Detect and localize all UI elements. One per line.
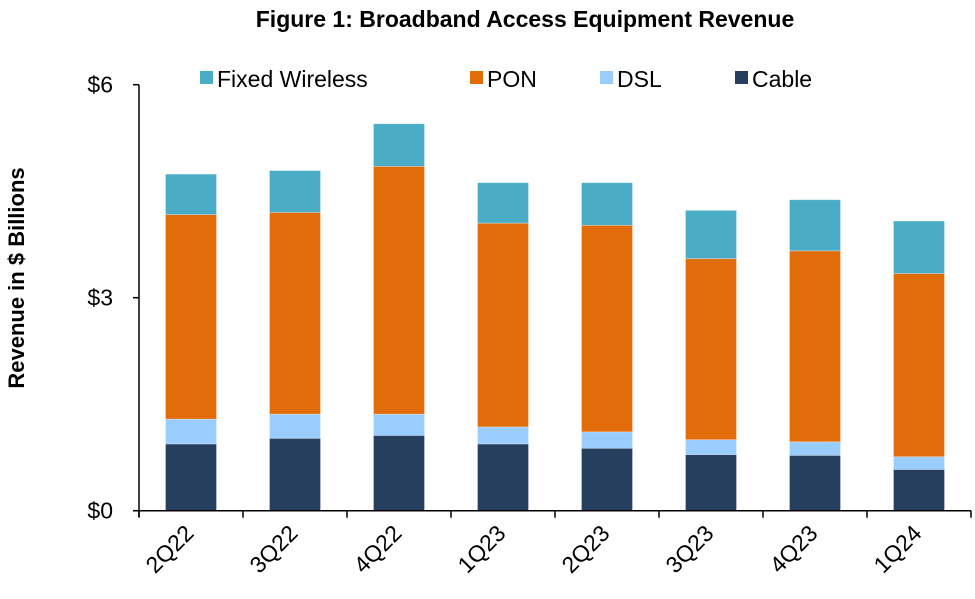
bar-pon-1q24	[893, 273, 945, 458]
bar-pon-3q23	[685, 258, 737, 441]
bar-cable-1q23	[477, 443, 529, 512]
bar-dsl-1q23	[477, 426, 529, 445]
bar-fixed-wireless-4q22	[373, 123, 425, 167]
bars	[165, 123, 945, 512]
legend-item-cable: Cable	[735, 66, 812, 92]
legend: Fixed Wireless PON DSL Cable	[200, 66, 812, 92]
bar-cable-4q23	[789, 454, 841, 512]
legend-item-dsl: DSL	[600, 66, 662, 92]
y-axis-title: Revenue in $ Billions	[4, 167, 29, 388]
y-tick-label: $6	[87, 72, 113, 98]
bar-pon-1q23	[477, 222, 529, 428]
bar-dsl-4q22	[373, 413, 425, 436]
bar-pon-3q22	[269, 212, 321, 415]
y-tick-labels: $0 $3 $6	[87, 72, 113, 524]
bar-dsl-3q23	[685, 439, 737, 456]
bar-fixed-wireless-3q23	[685, 209, 737, 260]
legend-label: Cable	[752, 66, 812, 92]
legend-swatch	[600, 71, 613, 84]
bar-pon-4q22	[373, 165, 425, 415]
bar-dsl-2q22	[165, 418, 217, 445]
x-tick-label: 2Q22	[140, 520, 198, 578]
x-tick-label: 3Q22	[244, 520, 302, 578]
x-tick-label: 1Q23	[452, 520, 510, 578]
x-tick-label: 1Q24	[868, 520, 926, 578]
bar-pon-2q23	[581, 224, 633, 433]
bar-cable-4q22	[373, 435, 425, 512]
legend-swatch	[200, 71, 213, 84]
x-tick-label: 2Q23	[556, 520, 614, 578]
bar-fixed-wireless-1q23	[477, 182, 529, 224]
bar-cable-3q23	[685, 454, 737, 512]
bar-fixed-wireless-2q22	[165, 173, 217, 216]
legend-swatch	[470, 71, 483, 84]
bar-cable-2q22	[165, 443, 217, 512]
bar-dsl-4q23	[789, 441, 841, 456]
x-tick-label: 4Q22	[348, 520, 406, 578]
x-tick-label: 4Q23	[764, 520, 822, 578]
y-tick-label: $3	[87, 285, 113, 311]
bar-cable-3q22	[269, 437, 321, 512]
bar-cable-1q24	[893, 469, 945, 512]
bar-dsl-2q23	[581, 431, 633, 449]
bar-fixed-wireless-4q23	[789, 199, 841, 252]
chart-title: Figure 1: Broadband Access Equipment Rev…	[256, 6, 795, 32]
x-tick-labels: 2Q22 3Q22 4Q22 1Q23 2Q23 3Q23 4Q23 1Q24	[140, 520, 926, 578]
bar-dsl-3q22	[269, 413, 321, 439]
bar-fixed-wireless-1q24	[893, 220, 945, 274]
bar-dsl-1q24	[893, 456, 945, 470]
legend-label: DSL	[617, 66, 662, 92]
bar-fixed-wireless-2q23	[581, 182, 633, 226]
bar-pon-2q22	[165, 214, 217, 420]
bar-cable-2q23	[581, 447, 633, 512]
legend-label: Fixed Wireless	[217, 66, 368, 92]
x-tick-label: 3Q23	[660, 520, 718, 578]
legend-item-pon: PON	[470, 66, 537, 92]
axes	[133, 83, 972, 518]
legend-label: PON	[487, 66, 537, 92]
bar-fixed-wireless-3q22	[269, 170, 321, 213]
legend-swatch	[735, 71, 748, 84]
legend-item-fixed-wireless: Fixed Wireless	[200, 66, 368, 92]
bar-pon-4q23	[789, 250, 841, 443]
y-tick-label: $0	[87, 498, 113, 524]
